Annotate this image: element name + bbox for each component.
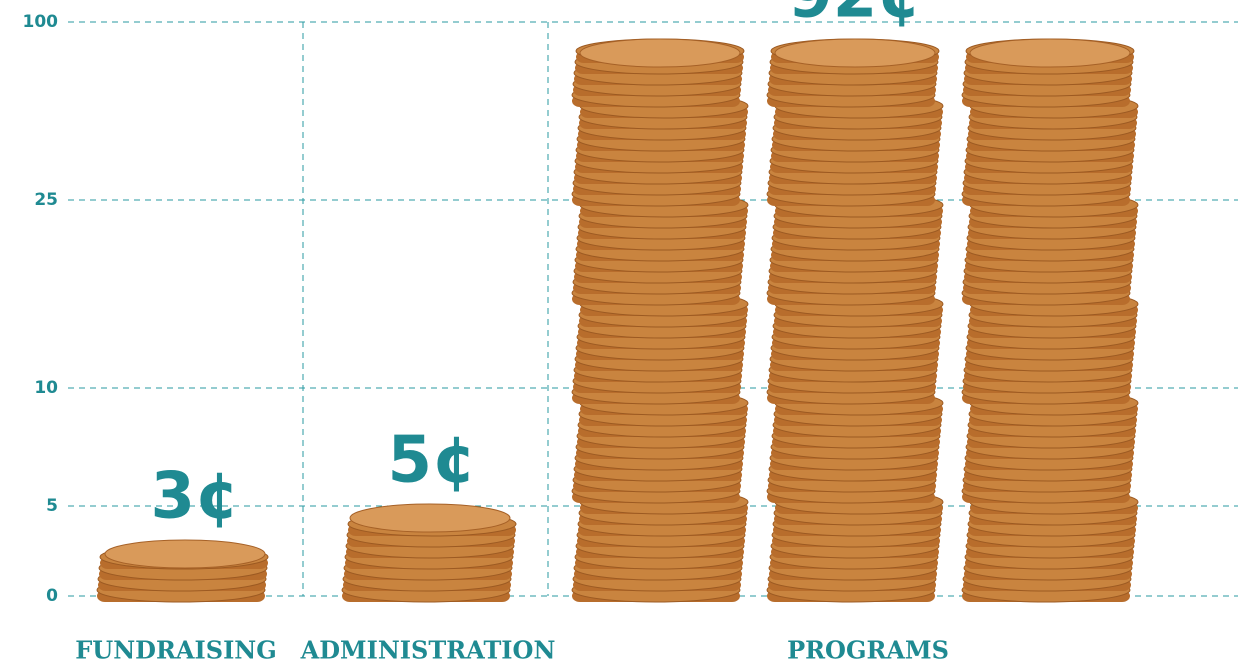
x-tick-label: PROGRAMS bbox=[787, 636, 949, 664]
coin-stack bbox=[572, 39, 1138, 602]
coin-face bbox=[970, 39, 1130, 67]
chart: 0 5 10 25 100 3¢ FUNDRAISING 5¢ ADMINISTRATION 92… bbox=[0, 0, 1238, 664]
value-label: 3¢ bbox=[150, 460, 239, 534]
coin-face bbox=[350, 504, 510, 532]
coin-stack bbox=[342, 504, 516, 602]
y-tick-label: 0 bbox=[46, 586, 58, 606]
y-tick-label: 25 bbox=[34, 190, 58, 210]
x-tick-label: FUNDRAISING bbox=[75, 636, 277, 664]
coin-face bbox=[775, 39, 935, 67]
value-label: 5¢ bbox=[387, 424, 476, 498]
page: 0 5 10 25 100 3¢ FUNDRAISING 5¢ ADMINISTRATION 92… bbox=[0, 0, 1238, 664]
y-tick-label: 10 bbox=[34, 378, 58, 398]
value-label: 92¢ bbox=[788, 0, 922, 33]
coin-face bbox=[105, 540, 265, 568]
coin-stack bbox=[97, 540, 268, 602]
coin-face bbox=[580, 39, 740, 67]
x-tick-label: ADMINISTRATION bbox=[300, 636, 556, 664]
y-tick-label: 100 bbox=[23, 12, 59, 32]
y-tick-label: 5 bbox=[46, 496, 58, 516]
